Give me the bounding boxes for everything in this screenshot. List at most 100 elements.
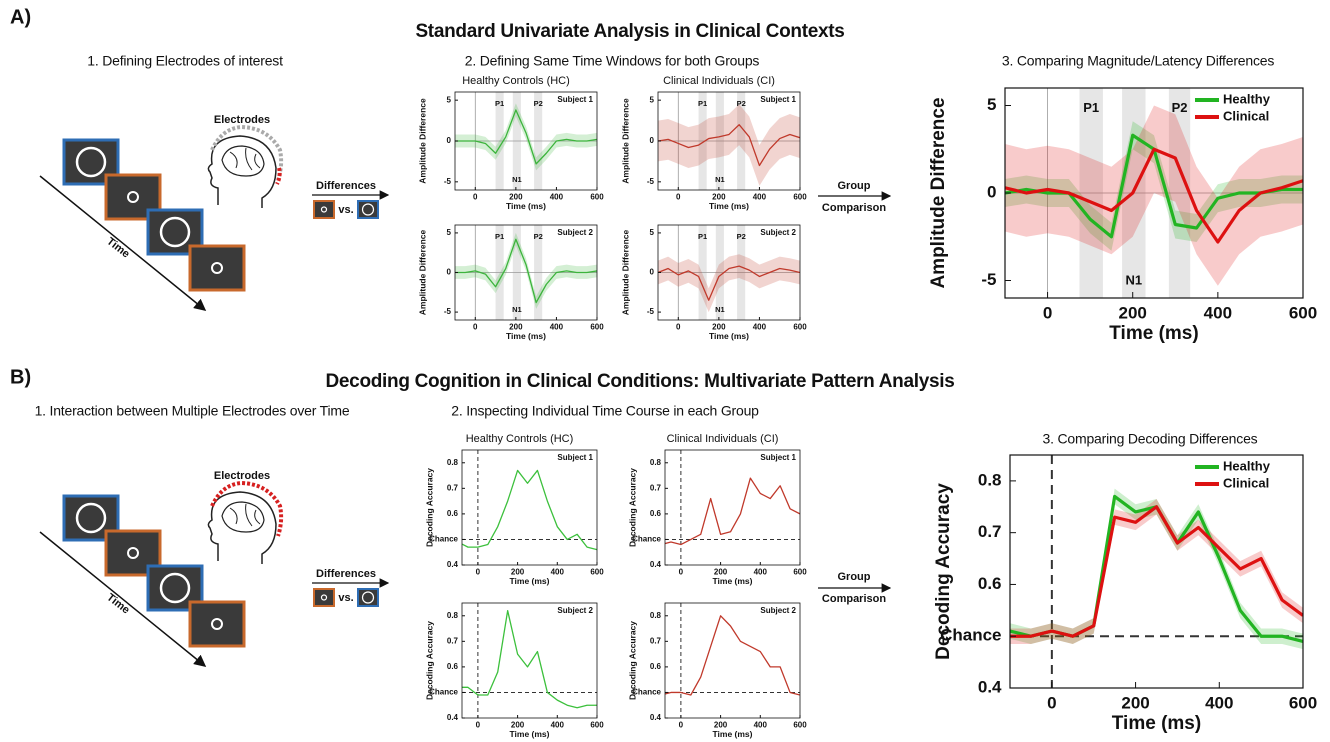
y-tick-label: -5	[647, 177, 655, 186]
x-tick-label: 400	[550, 193, 564, 202]
y-tick-label: Chance	[940, 626, 1001, 645]
y-tick-label: -5	[647, 307, 655, 316]
window-label: P2	[737, 232, 746, 241]
chart: 0 200 400 600 0.4 Chance 0.6 0.7 0.8 Time (ms) Dec…	[933, 454, 1317, 734]
y-tick-label: 0.6	[447, 662, 459, 671]
x-tick-label: 600	[590, 193, 604, 202]
plot-area	[462, 450, 597, 565]
window-label: P2	[534, 99, 543, 108]
annotation: Subject 2	[760, 606, 796, 615]
legend-label: Healthy	[1223, 91, 1271, 106]
x-tick-label: 600	[1289, 694, 1317, 713]
window-label: N1	[512, 305, 522, 314]
comparison-label: Comparison	[822, 593, 886, 605]
y-axis-label: Decoding Accuracy	[627, 468, 637, 547]
y-axis-label: Decoding Accuracy	[627, 621, 637, 700]
window-label: P1	[1083, 100, 1099, 115]
annotation: Subject 1	[557, 95, 593, 104]
y-axis-label: Decoding Accuracy	[424, 621, 434, 700]
error-band	[658, 104, 800, 186]
y-axis-label: Amplitude Difference	[620, 229, 630, 315]
y-tick-label: 0.7	[447, 483, 459, 492]
x-axis-label: Time (ms)	[510, 729, 550, 739]
x-tick-label: 400	[753, 323, 767, 332]
window-label: N1	[715, 305, 725, 314]
panel-letter: A)	[10, 6, 31, 28]
data-line	[1010, 505, 1303, 638]
plot-frame	[461, 449, 598, 566]
data-line	[462, 610, 597, 709]
window-label: N1	[1125, 273, 1142, 288]
x-axis-label: Time (ms)	[506, 331, 546, 341]
plot-area	[658, 225, 800, 320]
chart-title: Healthy Controls (HC)	[466, 433, 574, 445]
y-tick-label: 0.8	[650, 611, 662, 620]
y-tick-label: 0.7	[978, 522, 1002, 541]
x-tick-label: 400	[754, 721, 768, 730]
data-line	[462, 469, 597, 551]
x-tick-label: 200	[714, 568, 728, 577]
error-band	[1005, 105, 1303, 286]
annotation: Subject 2	[760, 228, 796, 237]
chart: P1 N1 P2 0 200 400 600 -5 0 5 Time (ms) Amplitude D…	[620, 224, 807, 341]
y-tick-label: 0.4	[978, 677, 1002, 696]
chart: P1 N1 P2 0 200 400 600 -5 0 5 Time (ms) Amplitude D…	[928, 87, 1317, 344]
step-label: 3. Comparing Decoding Differences	[1043, 431, 1258, 447]
y-tick-label: 0.4	[447, 713, 459, 722]
step-label: 1. Interaction between Multiple Electrod…	[35, 403, 350, 419]
x-tick-label: 0	[679, 568, 684, 577]
y-tick-label: 0.7	[447, 636, 459, 645]
plot-area	[665, 450, 800, 565]
chart: 0 200 400 600 0.4 Chance 0.6 0.7 0.8 Time (ms) Dec…	[627, 433, 807, 586]
x-tick-label: 0	[476, 721, 481, 730]
x-tick-label: 0	[676, 193, 681, 202]
y-tick-label: 0.8	[447, 611, 459, 620]
x-tick-label: 0	[473, 193, 478, 202]
x-tick-label: 400	[754, 568, 768, 577]
plot-frame	[1009, 454, 1304, 689]
window-label: P1	[698, 232, 707, 241]
y-tick-label: 0.6	[447, 509, 459, 518]
y-tick-label: Chance	[632, 688, 661, 697]
x-tick-label: 200	[511, 721, 525, 730]
x-tick-label: 0	[676, 323, 681, 332]
data-line	[1010, 494, 1303, 643]
illustration: Time Electrodes Differences vs. Group Co…	[39, 470, 892, 667]
y-axis-label: Amplitude Difference	[620, 98, 630, 184]
error-band	[1010, 499, 1303, 644]
x-tick-label: 600	[793, 323, 807, 332]
x-axis-label: Time (ms)	[709, 201, 749, 211]
plot-area	[1005, 88, 1303, 298]
x-tick-label: 400	[1205, 694, 1233, 713]
x-axis-label: Time (ms)	[510, 576, 550, 586]
window-label: N1	[512, 175, 522, 184]
x-axis-label: Time (ms)	[713, 729, 753, 739]
x-axis-label: Time (ms)	[1109, 323, 1198, 344]
plot-area	[665, 603, 800, 718]
y-tick-label: Chance	[429, 688, 458, 697]
x-tick-label: 0	[473, 323, 478, 332]
y-tick-label: 5	[447, 95, 452, 104]
step-label: 1. Defining Electrodes of interest	[87, 53, 283, 69]
y-axis-label: Decoding Accuracy	[424, 468, 434, 547]
step-label: 2. Defining Same Time Windows for both G…	[465, 53, 760, 69]
chart: P1 N1 P2 0 200 400 600 -5 0 5 Time (ms) Amplitude D…	[417, 75, 604, 211]
y-tick-label: -5	[981, 270, 996, 289]
y-tick-label: 5	[650, 95, 655, 104]
annotation: Subject 2	[557, 606, 593, 615]
annotation: Subject 2	[557, 228, 593, 237]
time-label: Time	[104, 591, 131, 616]
x-axis-label: Time (ms)	[1112, 713, 1201, 734]
plot-frame	[664, 449, 801, 566]
y-axis-label: Decoding Accuracy	[933, 483, 954, 660]
y-tick-label: 0.6	[650, 509, 662, 518]
window-label: N1	[715, 175, 725, 184]
y-tick-label: -5	[444, 177, 452, 186]
y-tick-label: 0	[650, 268, 655, 277]
electrodes-label: Electrodes	[214, 114, 270, 126]
y-axis-label: Amplitude Difference	[928, 97, 949, 288]
y-tick-label: 0	[447, 136, 452, 145]
error-band	[658, 254, 800, 313]
y-tick-label: -5	[444, 307, 452, 316]
